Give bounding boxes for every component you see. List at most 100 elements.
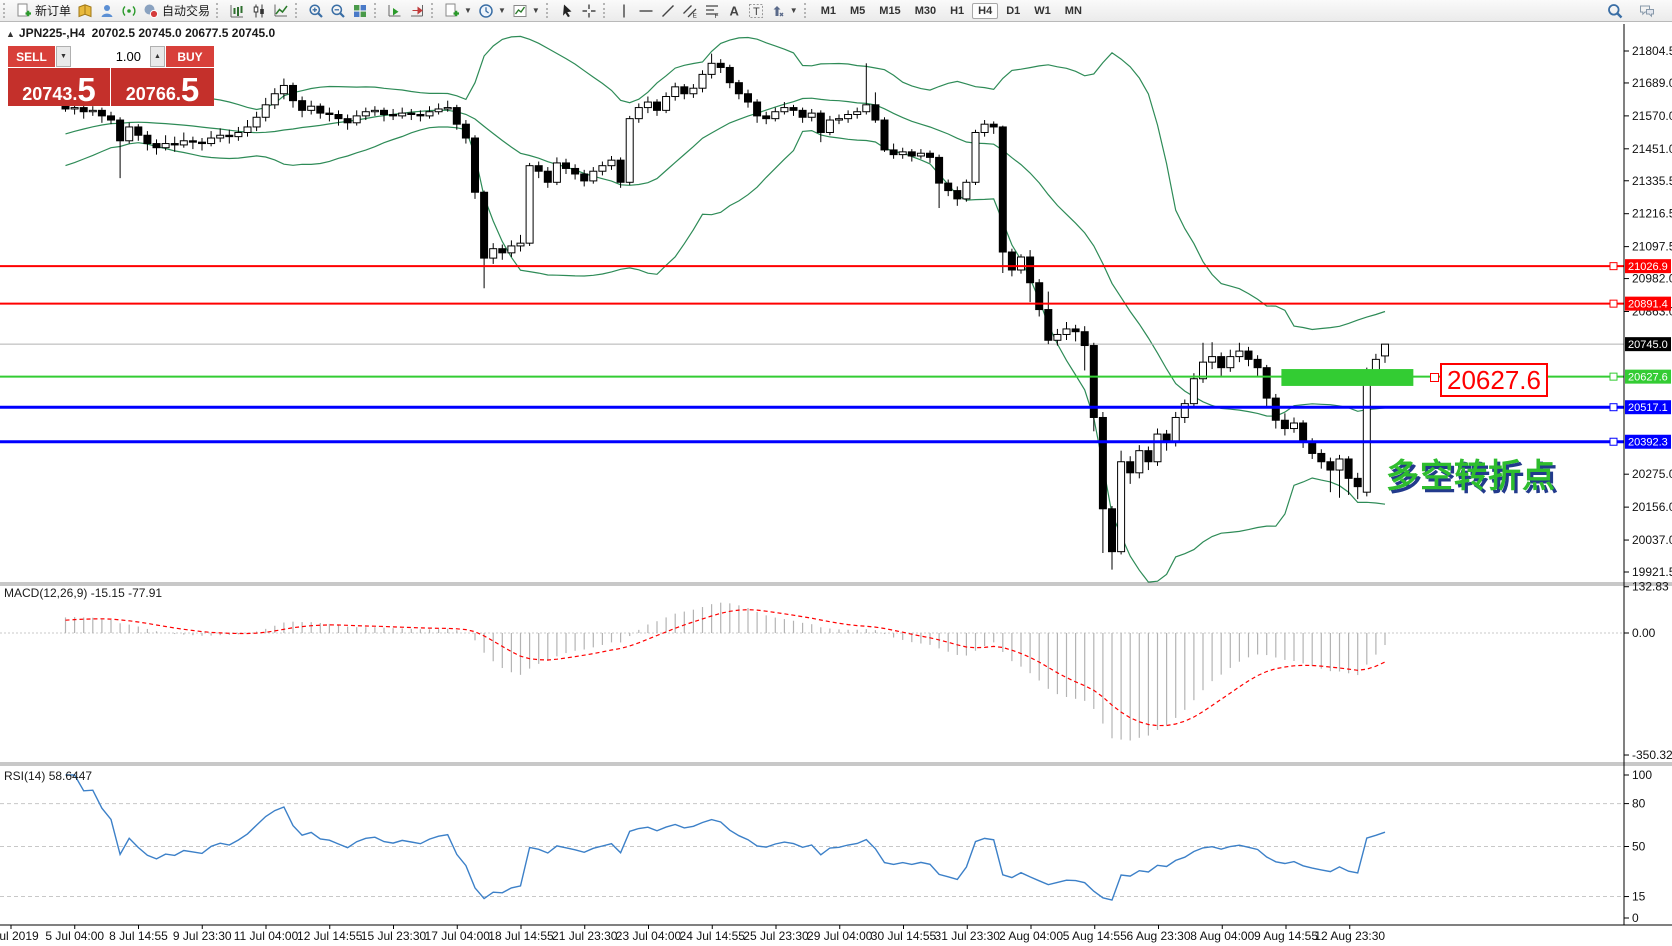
candle-body-bearish xyxy=(1098,416,1107,510)
pivot-annotation-text[interactable]: 多空转折点 xyxy=(1386,457,1556,494)
candle-body-bearish xyxy=(989,123,998,128)
collapse-panel-arrow[interactable]: ▲ xyxy=(6,29,15,39)
candle-body-bearish xyxy=(1126,461,1135,474)
hline-handle[interactable] xyxy=(1609,372,1618,381)
timeframe-mn[interactable]: MN xyxy=(1064,4,1082,17)
shapes-button[interactable]: ▼ xyxy=(767,1,801,21)
cursor-button[interactable] xyxy=(556,1,578,21)
timeframe-m5[interactable]: M5 xyxy=(850,4,866,17)
hline-handle[interactable] xyxy=(1609,299,1618,308)
highlight-rectangle-object[interactable] xyxy=(1281,369,1414,386)
hline-handle[interactable] xyxy=(1609,403,1618,412)
candle-body-bullish xyxy=(525,165,534,244)
periods-button[interactable]: ▼ xyxy=(475,1,509,21)
hline-anchor-marker[interactable] xyxy=(1430,373,1439,382)
candlestick-chart-button[interactable] xyxy=(248,1,270,21)
candle-body-bullish xyxy=(370,109,379,113)
timeframe-h1[interactable]: H1 xyxy=(950,4,965,17)
timeframe-h4[interactable]: H4 xyxy=(972,2,999,19)
bar-chart-button[interactable] xyxy=(226,1,248,21)
market-icon[interactable] xyxy=(74,1,96,21)
price-axis[interactable]: 21804.5 21689.0 21570.0 21451.0 21335.5 21216… xyxy=(0,24,1672,926)
sell-button[interactable]: SELL xyxy=(8,46,55,67)
candle-body-bullish xyxy=(434,108,443,113)
toolbar-grip xyxy=(295,3,301,18)
candle-body-bullish xyxy=(1199,361,1207,380)
vertical-line-button[interactable] xyxy=(613,1,635,21)
candle-body-bullish xyxy=(243,126,252,133)
hline-handle[interactable] xyxy=(1609,437,1618,446)
channel-glyph: E xyxy=(682,4,697,19)
rsi-axis-label: 0 xyxy=(1632,911,1639,925)
candle-body-bearish xyxy=(789,107,798,111)
candle-body-bullish xyxy=(835,118,843,121)
candle-body-bullish xyxy=(607,159,616,167)
candle-body-bearish xyxy=(1244,350,1253,360)
candle-body-bearish xyxy=(1280,419,1289,430)
auto-scroll-button[interactable] xyxy=(384,1,406,21)
time-axis[interactable]: 4 Jul 2019 5 Jul 04:00 8 Jul 14:55 9 Jul 23… xyxy=(0,925,1385,943)
trade-panel-prices: 20743. 5 20766. 5 xyxy=(8,67,214,106)
price-tick-label: 20275.0 xyxy=(1632,467,1672,481)
timeframe-d1[interactable]: D1 xyxy=(1006,4,1021,17)
text-label-button[interactable]: T xyxy=(745,1,767,21)
candle-body-bearish xyxy=(798,109,807,118)
timeframe-m1[interactable]: M1 xyxy=(820,4,836,17)
candle-body-bearish xyxy=(734,82,743,95)
macd-axis-label: 132.83 xyxy=(1632,580,1669,594)
candle-body-bullish xyxy=(634,107,643,120)
signals-icon[interactable] xyxy=(118,1,140,21)
text-button[interactable]: A xyxy=(723,1,745,21)
chat-button[interactable] xyxy=(1636,1,1658,21)
timeframe-w1[interactable]: W1 xyxy=(1034,4,1051,17)
line-chart-button[interactable] xyxy=(270,1,292,21)
candle-body-bearish xyxy=(1353,477,1362,488)
templates-button[interactable]: ▼ xyxy=(509,1,543,21)
timeframe-m30[interactable]: M30 xyxy=(914,4,937,17)
fibonacci-button[interactable]: F xyxy=(701,1,723,21)
new-chart-button[interactable]: ▼ xyxy=(441,1,475,21)
chart-shift-button[interactable] xyxy=(406,1,428,21)
candle-body-bullish xyxy=(507,245,516,254)
time-tick-label: 4 Jul 2019 xyxy=(0,929,39,943)
horizontal-line-button[interactable] xyxy=(635,1,657,21)
sell-price-decimal: 5 xyxy=(77,70,96,108)
volume-input[interactable]: 1.00 xyxy=(72,46,149,67)
text-a-glyph: A xyxy=(729,3,739,18)
volume-increase-button[interactable]: ▲ xyxy=(150,46,165,67)
trendline-button[interactable] xyxy=(657,1,679,21)
candle-body-bearish xyxy=(1071,328,1080,333)
buy-price-button[interactable]: 20766. 5 xyxy=(111,68,214,106)
new-order-button[interactable]: 新订单 xyxy=(13,1,74,21)
candle-body-bearish xyxy=(380,109,388,116)
sell-price-button[interactable]: 20743. 5 xyxy=(8,68,111,106)
candle-body-bearish xyxy=(616,159,625,183)
timeframe-m15[interactable]: M15 xyxy=(879,4,901,17)
volume-decrease-button[interactable]: ▼ xyxy=(56,46,71,67)
tile-windows-button[interactable] xyxy=(349,1,371,21)
zoom-out-button[interactable] xyxy=(327,1,349,21)
autotrading-button[interactable]: 自动交易 xyxy=(140,1,213,21)
community-icon[interactable] xyxy=(96,1,118,21)
time-tick-label: 18 Jul 14:55 xyxy=(488,929,554,943)
crosshair-button[interactable] xyxy=(578,1,600,21)
candle-body-bullish xyxy=(1235,350,1244,358)
candle-body-bullish xyxy=(552,162,561,183)
candle-body-bullish xyxy=(771,111,780,120)
candle-body-bullish xyxy=(252,116,261,128)
zoom-in-button[interactable] xyxy=(305,1,327,21)
search-button[interactable] xyxy=(1604,1,1626,21)
buy-price-decimal: 5 xyxy=(180,70,200,108)
candle-body-bullish xyxy=(307,105,316,111)
time-tick-label: 2 Aug 04:00 xyxy=(999,929,1063,943)
hline-handle[interactable] xyxy=(1609,262,1618,271)
macd-indicator-label: MACD(12,26,9) -15.15 -77.91 xyxy=(4,586,162,600)
time-tick-label: 9 Aug 14:55 xyxy=(1254,929,1318,943)
time-tick-label: 24 Jul 14:55 xyxy=(680,929,746,943)
candle-body-bullish xyxy=(1208,356,1217,363)
equidistant-channel-button[interactable]: E xyxy=(679,1,701,21)
candle-body-bullish xyxy=(1290,422,1298,430)
buy-button[interactable]: BUY xyxy=(166,46,214,67)
price-annotation-label[interactable]: 20627.6 xyxy=(1440,363,1548,397)
horizontal-line-objects[interactable] xyxy=(0,262,1624,446)
